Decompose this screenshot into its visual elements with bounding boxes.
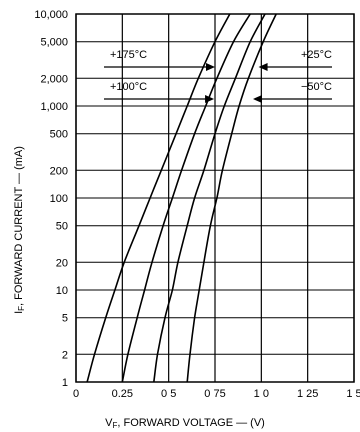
x-tick-labels: 0 0.25 0 5 0 75 1 0 1 25 1 5 — [73, 388, 360, 400]
series-curve-0 — [86, 13, 231, 383]
arrowhead — [258, 63, 268, 71]
x-tick-label: 0 75 — [204, 388, 225, 400]
x-tick-label: 0 — [73, 388, 79, 400]
y-tick-label: 2 — [62, 349, 68, 361]
grid — [75, 13, 355, 383]
x-tick-label: 1 25 — [297, 388, 318, 400]
y-tick-label: 500 — [50, 129, 68, 141]
y-tick-label: 10,000 — [34, 9, 68, 21]
y-tick-labels: 1 2 5 10 20 50 100 200 500 1,000 2,000 5,000 10,000 — [34, 9, 68, 389]
y-axis-title: IF, FORWARD CURRENT — (mA) — [13, 146, 26, 314]
y-tick-label: 5,000 — [40, 37, 68, 49]
x-tick-label: 0 5 — [161, 388, 176, 400]
series-curve-2 — [153, 13, 266, 383]
series-curve-3 — [186, 13, 277, 383]
y-tick-label: 10 — [56, 285, 68, 297]
y-tick-label: 200 — [50, 165, 68, 177]
plot-frame — [75, 13, 355, 383]
y-tick-label: 50 — [56, 221, 68, 233]
y-tick-label: 1,000 — [40, 101, 68, 113]
x-tick-label: 0.25 — [112, 388, 133, 400]
series-curve-1 — [121, 13, 251, 383]
y-tick-label: 2,000 — [40, 73, 68, 85]
series-label: +175°C — [110, 49, 147, 61]
y-tick-label: 1 — [62, 377, 68, 389]
x-tick-label: 1 5 — [346, 388, 360, 400]
x-axis-title: VF, FORWARD VOLTAGE — (V) — [105, 417, 265, 430]
y-tick-label: 5 — [62, 313, 68, 325]
y-tick-label: 20 — [56, 257, 68, 269]
annotations: +175°C +100°C +25°C −50°C — [104, 49, 332, 103]
series-label: +100°C — [110, 81, 147, 93]
x-tick-label: 1 0 — [254, 388, 269, 400]
series-label: −50°C — [301, 81, 332, 93]
arrowhead — [205, 95, 215, 103]
curves — [86, 13, 277, 383]
arrowhead — [206, 63, 215, 71]
arrowhead — [252, 95, 262, 103]
y-tick-label: 100 — [50, 193, 68, 205]
series-label: +25°C — [301, 49, 332, 61]
